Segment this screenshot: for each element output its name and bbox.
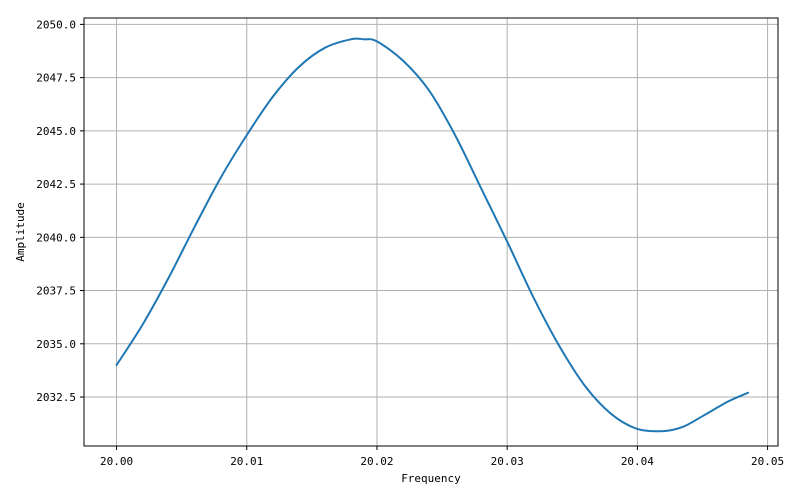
ticks: 20.00 20.01 20.02 20.03 20.04 20.05 2032.5 2035… <box>36 18 784 468</box>
series-line <box>115 37 750 433</box>
y-tick-label: 2037.5 <box>36 285 76 298</box>
plot-frame <box>83 17 779 447</box>
y-tick-label: 2032.5 <box>36 391 76 404</box>
x-tick-label: 20.03 <box>491 455 524 468</box>
x-tick-label: 20.00 <box>100 455 133 468</box>
series-layer <box>115 37 750 433</box>
y-tick-label: 2050.0 <box>36 18 76 31</box>
y-tick-label: 2040.0 <box>36 231 76 244</box>
y-tick-label: 2047.5 <box>36 72 76 85</box>
y-tick-label: 2045.0 <box>36 125 76 138</box>
y-axis-label: Amplitude <box>14 202 27 262</box>
x-tick-label: 20.05 <box>751 455 784 468</box>
y-tick-label: 2042.5 <box>36 178 76 191</box>
x-tick-label: 20.02 <box>360 455 393 468</box>
x-tick-label: 20.04 <box>621 455 654 468</box>
y-tick-label: 2035.0 <box>36 338 76 351</box>
grid <box>84 18 778 446</box>
x-axis-label: Frequency <box>401 472 461 485</box>
x-tick-label: 20.01 <box>230 455 263 468</box>
